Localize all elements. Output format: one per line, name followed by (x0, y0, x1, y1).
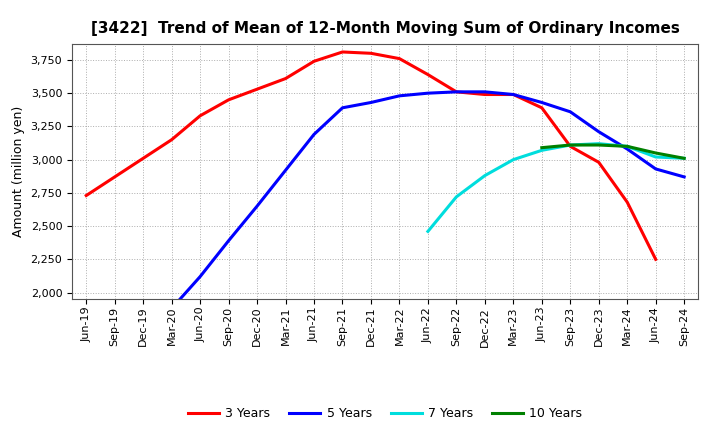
3 Years (82, 193, 91, 198)
3 Years (452, 89, 461, 95)
3 Years (253, 87, 261, 92)
Y-axis label: Amount (million yen): Amount (million yen) (12, 106, 25, 237)
7 Years (623, 144, 631, 149)
3 Years (310, 59, 318, 64)
3 Years (423, 72, 432, 77)
7 Years (480, 173, 489, 178)
5 Years (225, 238, 233, 243)
7 Years (452, 194, 461, 199)
5 Years (595, 129, 603, 134)
3 Years (652, 257, 660, 262)
10 Years (680, 156, 688, 161)
5 Years (196, 274, 204, 279)
5 Years (480, 89, 489, 95)
5 Years (167, 306, 176, 311)
5 Years (310, 132, 318, 137)
10 Years (566, 143, 575, 148)
3 Years (167, 137, 176, 142)
5 Years (395, 93, 404, 99)
10 Years (595, 143, 603, 148)
5 Years (253, 204, 261, 209)
5 Years (366, 100, 375, 105)
3 Years (282, 76, 290, 81)
10 Years (623, 144, 631, 149)
3 Years (196, 113, 204, 118)
Title: [3422]  Trend of Mean of 12-Month Moving Sum of Ordinary Incomes: [3422] Trend of Mean of 12-Month Moving … (91, 21, 680, 36)
5 Years (537, 100, 546, 105)
5 Years (338, 105, 347, 110)
5 Years (509, 92, 518, 97)
7 Years (595, 141, 603, 147)
3 Years (225, 97, 233, 103)
10 Years (537, 145, 546, 150)
Line: 5 Years: 5 Years (171, 92, 684, 308)
7 Years (652, 154, 660, 160)
5 Years (452, 89, 461, 95)
3 Years (110, 174, 119, 180)
3 Years (480, 92, 489, 97)
5 Years (423, 91, 432, 96)
7 Years (680, 156, 688, 161)
3 Years (509, 92, 518, 97)
3 Years (595, 160, 603, 165)
3 Years (566, 144, 575, 149)
10 Years (652, 150, 660, 156)
5 Years (282, 168, 290, 173)
3 Years (139, 156, 148, 161)
7 Years (537, 148, 546, 153)
3 Years (395, 56, 404, 61)
5 Years (652, 166, 660, 172)
7 Years (566, 143, 575, 148)
7 Years (423, 229, 432, 234)
3 Years (623, 199, 631, 205)
5 Years (623, 147, 631, 152)
3 Years (366, 51, 375, 56)
7 Years (509, 157, 518, 162)
Legend: 3 Years, 5 Years, 7 Years, 10 Years: 3 Years, 5 Years, 7 Years, 10 Years (183, 403, 588, 425)
Line: 3 Years: 3 Years (86, 52, 656, 259)
3 Years (537, 105, 546, 110)
5 Years (566, 109, 575, 114)
5 Years (680, 174, 688, 180)
Line: 7 Years: 7 Years (428, 144, 684, 231)
Line: 10 Years: 10 Years (541, 145, 684, 158)
3 Years (338, 49, 347, 55)
